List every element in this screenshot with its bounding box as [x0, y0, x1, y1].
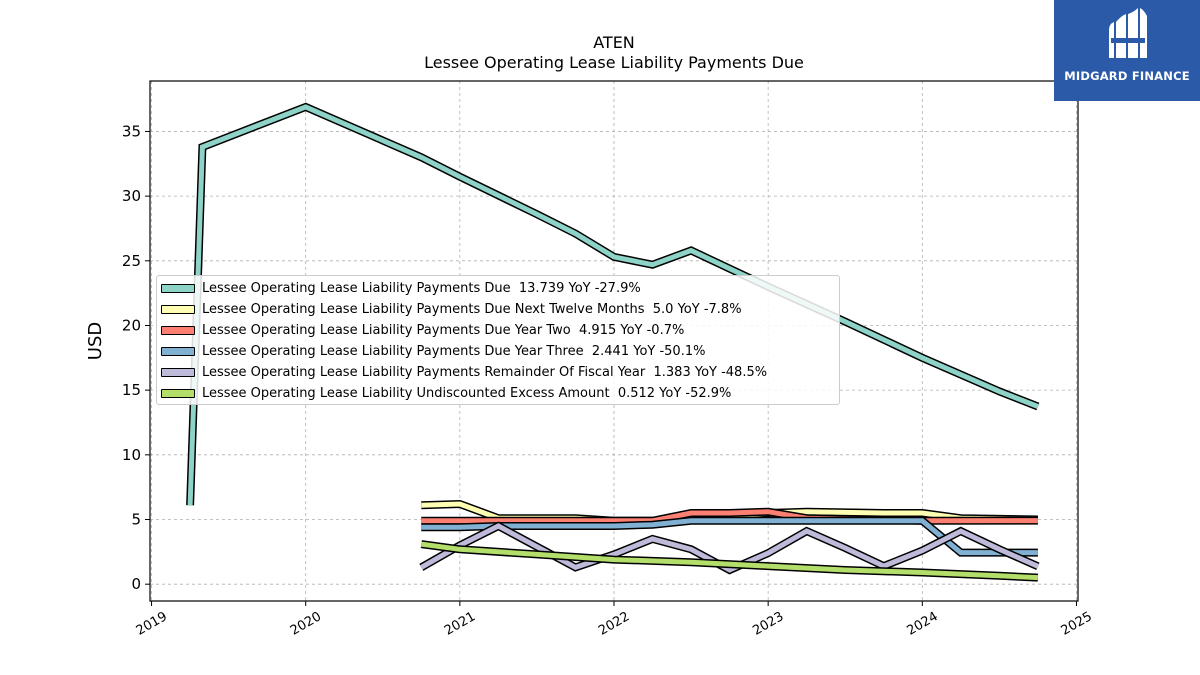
legend-swatch [161, 389, 195, 398]
y-tick-label: 5 [131, 511, 141, 529]
x-tick-label: 2025 [1059, 609, 1095, 639]
legend: Lessee Operating Lease Liability Payment… [156, 275, 840, 405]
legend-swatch [161, 305, 195, 314]
legend-label: Lessee Operating Lease Liability Payment… [202, 323, 685, 338]
legend-swatch [161, 284, 195, 293]
y-tick-label: 10 [122, 446, 141, 464]
series-line-fill [420, 541, 1039, 581]
legend-item: Lessee Operating Lease Liability Payment… [157, 362, 839, 383]
legend-swatch [161, 326, 195, 335]
x-tick-label: 2024 [904, 609, 940, 639]
series-line [420, 540, 1039, 582]
y-tick-label: 30 [122, 187, 141, 205]
y-tick-label: 25 [122, 252, 141, 270]
y-axis-label: USD [85, 322, 106, 360]
series-line-fill [420, 523, 1039, 573]
x-tick-label: 2020 [288, 609, 324, 639]
y-tick-label: 35 [122, 122, 141, 140]
series-line-fill [187, 104, 1039, 506]
legend-item: Lessee Operating Lease Liability Undisco… [157, 383, 839, 404]
legend-label: Lessee Operating Lease Liability Payment… [202, 365, 768, 380]
legend-item: Lessee Operating Lease Liability Payment… [157, 341, 839, 362]
chart-subtitle: Lessee Operating Lease Liability Payment… [424, 53, 804, 72]
series-line [419, 521, 1040, 575]
x-tick-label: 2022 [596, 609, 632, 639]
brand-logo: MIDGARD FINANCE [1054, 0, 1200, 101]
y-tick-label: 15 [122, 381, 141, 399]
legend-label: Lessee Operating Lease Liability Payment… [202, 302, 742, 317]
y-tick-label: 20 [122, 316, 141, 334]
x-tick-label: 2023 [750, 609, 786, 639]
x-tick-label: 2021 [442, 609, 478, 639]
legend-item: Lessee Operating Lease Liability Payment… [157, 278, 839, 299]
legend-label: Lessee Operating Lease Liability Payment… [202, 344, 706, 359]
midgard-logo-icon [1109, 8, 1147, 58]
legend-item: Lessee Operating Lease Liability Payment… [157, 320, 839, 341]
legend-swatch [161, 368, 195, 377]
legend-label: Lessee Operating Lease Liability Payment… [202, 281, 641, 296]
y-tick-label: 0 [131, 575, 141, 593]
brand-logo-text: MIDGARD FINANCE [1064, 69, 1190, 83]
legend-label: Lessee Operating Lease Liability Undisco… [202, 386, 732, 401]
series-line [186, 102, 1040, 506]
chart-title: ATEN [593, 33, 635, 52]
series-layer [186, 102, 1040, 582]
legend-item: Lessee Operating Lease Liability Payment… [157, 299, 839, 320]
legend-swatch [161, 347, 195, 356]
x-tick-label: 2019 [134, 609, 170, 639]
